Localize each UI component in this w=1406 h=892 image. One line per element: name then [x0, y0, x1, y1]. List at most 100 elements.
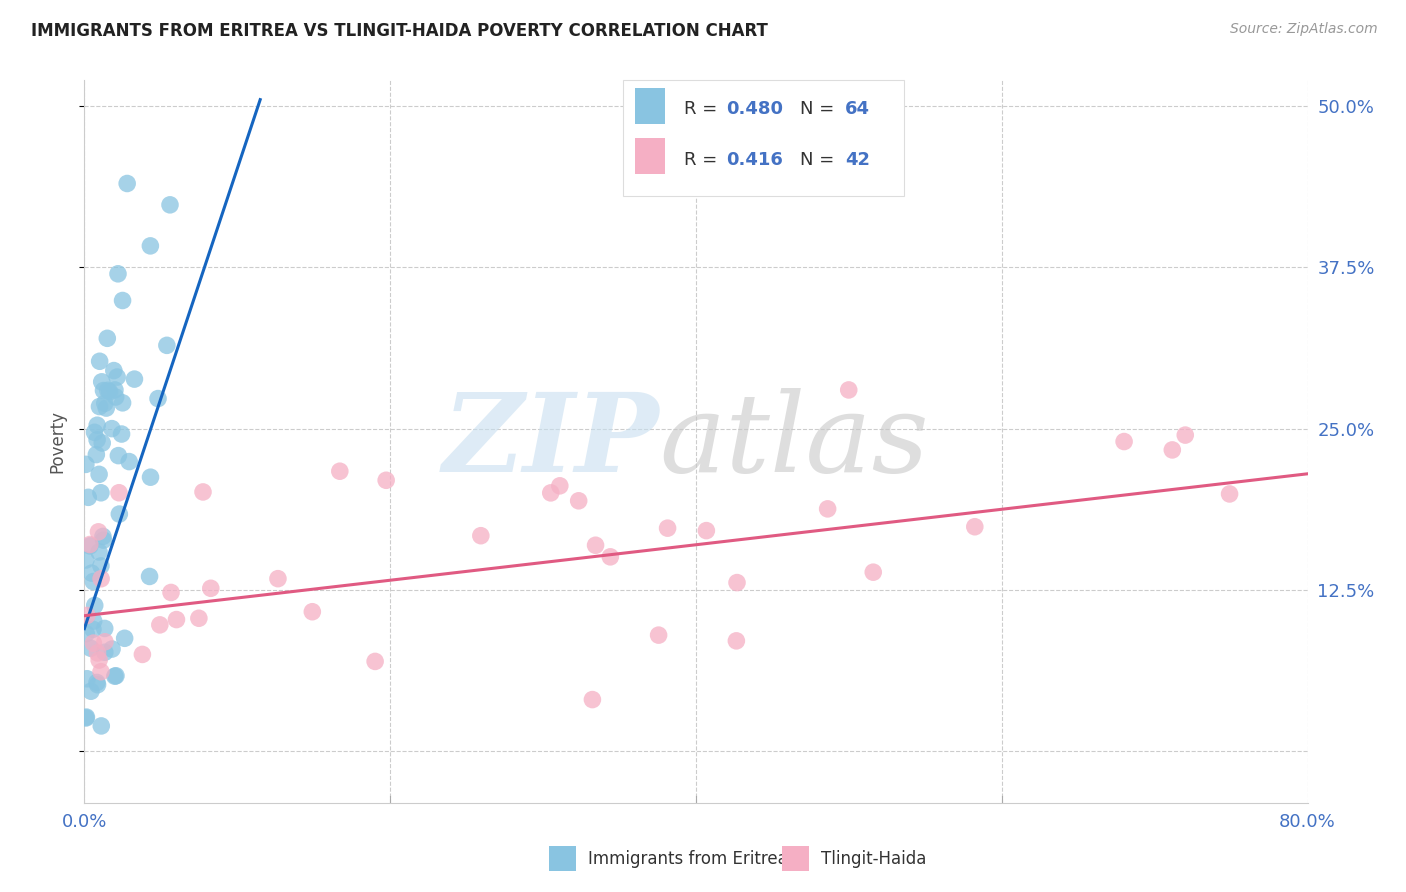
Point: [80, 684, 103, 698]
Point: [87, 467, 110, 482]
Point: [94, 396, 117, 410]
Point: [83, 614, 105, 628]
Point: [108, 485, 131, 500]
Point: [101, 642, 124, 657]
Text: R =: R =: [683, 100, 723, 118]
Point: [963, 520, 986, 534]
Point: [83, 425, 105, 440]
Point: [647, 628, 669, 642]
Point: [862, 565, 884, 579]
Point: [146, 392, 169, 406]
Point: [838, 383, 860, 397]
Point: [149, 618, 172, 632]
Point: [470, 529, 492, 543]
Point: [1114, 434, 1136, 449]
Point: [89, 354, 111, 368]
Point: [156, 338, 179, 352]
Point: [94, 635, 117, 649]
Point: [364, 654, 387, 668]
Point: [1174, 428, 1197, 442]
Point: [75, 710, 97, 724]
Point: [104, 390, 127, 404]
Point: [89, 400, 111, 414]
Point: [540, 486, 562, 500]
Point: [97, 384, 120, 398]
Point: [107, 267, 129, 281]
Point: [568, 493, 591, 508]
Point: [105, 370, 128, 384]
Point: [93, 622, 115, 636]
FancyBboxPatch shape: [636, 87, 665, 124]
Point: [79, 537, 101, 551]
Point: [118, 454, 141, 468]
Text: IMMIGRANTS FROM ERITREA VS TLINGIT-HAIDA POVERTY CORRELATION CHART: IMMIGRANTS FROM ERITREA VS TLINGIT-HAIDA…: [31, 22, 768, 40]
Point: [138, 569, 160, 583]
Point: [139, 239, 162, 253]
Text: N =: N =: [800, 100, 839, 118]
Y-axis label: Poverty: Poverty: [48, 410, 66, 473]
Point: [104, 669, 127, 683]
Point: [86, 433, 108, 447]
Point: [82, 636, 104, 650]
Point: [108, 507, 131, 521]
Point: [98, 384, 121, 399]
Point: [76, 672, 98, 686]
Point: [139, 470, 162, 484]
FancyBboxPatch shape: [623, 80, 904, 196]
Point: [90, 485, 112, 500]
Point: [187, 611, 209, 625]
Point: [79, 539, 101, 553]
Text: N =: N =: [800, 151, 839, 169]
Point: [160, 585, 183, 599]
Point: [86, 418, 108, 433]
Point: [110, 427, 132, 442]
Point: [159, 198, 181, 212]
Point: [80, 566, 103, 580]
Point: [657, 521, 679, 535]
Point: [93, 533, 115, 548]
Point: [90, 572, 112, 586]
Point: [82, 574, 104, 589]
Point: [87, 524, 110, 539]
Point: [83, 599, 105, 613]
Point: [90, 558, 112, 573]
Point: [104, 669, 127, 683]
Point: [75, 626, 97, 640]
Point: [90, 375, 112, 389]
Point: [86, 675, 108, 690]
Point: [301, 605, 323, 619]
Point: [75, 711, 97, 725]
Point: [86, 678, 108, 692]
Text: Immigrants from Eritrea: Immigrants from Eritrea: [588, 850, 789, 868]
Point: [599, 549, 621, 564]
Point: [725, 575, 748, 590]
Point: [200, 582, 222, 596]
Point: [329, 464, 352, 478]
Point: [548, 479, 571, 493]
Point: [76, 608, 98, 623]
Text: Tlingit-Haida: Tlingit-Haida: [821, 850, 927, 868]
Point: [375, 473, 398, 487]
Point: [1219, 487, 1241, 501]
Point: [86, 646, 108, 660]
Text: ZIP: ZIP: [443, 388, 659, 495]
Point: [87, 545, 110, 559]
Point: [79, 641, 101, 656]
Point: [75, 458, 97, 472]
Point: [82, 622, 104, 636]
Point: [166, 613, 188, 627]
Point: [75, 553, 97, 567]
Point: [96, 401, 118, 415]
Point: [111, 396, 134, 410]
Point: [94, 645, 117, 659]
FancyBboxPatch shape: [550, 847, 576, 871]
Text: R =: R =: [683, 151, 728, 169]
Point: [111, 293, 134, 308]
Text: 64: 64: [845, 100, 870, 118]
Point: [581, 692, 603, 706]
Point: [585, 538, 607, 552]
Point: [77, 491, 100, 505]
Point: [91, 529, 114, 543]
Text: atlas: atlas: [659, 388, 929, 495]
Point: [90, 719, 112, 733]
